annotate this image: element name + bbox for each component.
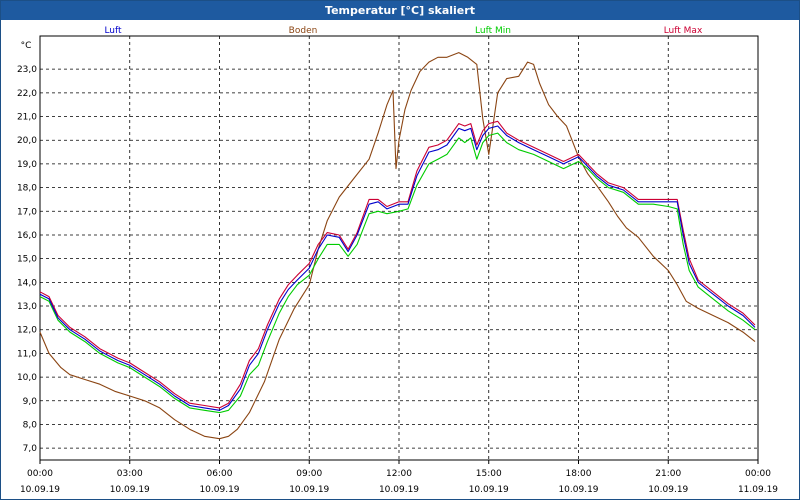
grid	[39, 35, 759, 461]
x-tick-date: 11.09.19	[738, 485, 778, 495]
x-tick-date: 10.09.19	[469, 485, 509, 495]
x-tick-time: 12:00	[386, 469, 412, 479]
y-tick-label: 14,0	[17, 278, 37, 288]
x-tick-time: 21:00	[655, 469, 681, 479]
y-axis: 7,0 8,0 9,0 10,0 11,0 12,0 13,0 14,0 15,0 16,0 17,…	[17, 65, 37, 454]
legend-entry: Boden	[289, 26, 318, 36]
y-tick-label: 12,0	[17, 326, 37, 336]
x-tick-time: 09:00	[296, 469, 322, 479]
y-tick-label: 8,0	[23, 420, 38, 430]
y-tick-label: 7,0	[23, 444, 38, 454]
y-tick-label: 15,0	[17, 255, 37, 265]
x-tick-date: 10.09.19	[20, 485, 60, 495]
x-tick-time: 03:00	[117, 469, 143, 479]
window-title: Temperatur [°C] skaliert	[1, 1, 799, 20]
y-tick-label: 22,0	[17, 89, 37, 99]
x-tick-time: 06:00	[207, 469, 233, 479]
y-tick-label: 21,0	[17, 113, 37, 123]
x-tick-time: 15:00	[476, 469, 502, 479]
y-tick-label: 13,0	[17, 302, 37, 312]
legend-entry: Luft	[104, 26, 122, 36]
x-axis: 00:00 10.09.19 03:00 10.09.19 06:00 10.09.19 0…	[20, 460, 778, 495]
y-tick-label: 20,0	[17, 136, 37, 146]
series-group	[39, 52, 756, 440]
y-tick-label: 23,0	[17, 65, 37, 75]
legend-entry: Luft Max	[664, 26, 703, 36]
y-tick-label: 17,0	[17, 207, 37, 217]
x-tick-date: 10.09.19	[648, 485, 688, 495]
y-tick-label: 9,0	[23, 397, 38, 407]
y-tick-label: 18,0	[17, 184, 37, 194]
x-tick-date: 10.09.19	[379, 485, 419, 495]
series-line-luft-max	[39, 120, 756, 409]
x-tick-date: 10.09.19	[199, 485, 239, 495]
x-tick-date: 10.09.19	[558, 485, 598, 495]
x-tick-date: 10.09.19	[289, 485, 329, 495]
y-tick-label: 19,0	[17, 160, 37, 170]
y-tick-label: 11,0	[17, 349, 37, 359]
y-axis-label: °C	[21, 41, 32, 51]
x-tick-date: 10.09.19	[110, 485, 150, 495]
x-tick-time: 18:00	[566, 469, 592, 479]
y-tick-label: 10,0	[17, 373, 37, 383]
series-line-luft	[39, 125, 756, 411]
x-tick-time: 00:00	[27, 469, 53, 479]
y-tick-label: 16,0	[17, 231, 37, 241]
series-line-boden	[39, 52, 756, 440]
legend: Luft Boden Luft Min Luft Max	[104, 26, 703, 36]
legend-entry: Luft Min	[475, 26, 511, 36]
series-line-luft-min	[39, 132, 756, 414]
x-tick-time: 00:00	[745, 469, 771, 479]
